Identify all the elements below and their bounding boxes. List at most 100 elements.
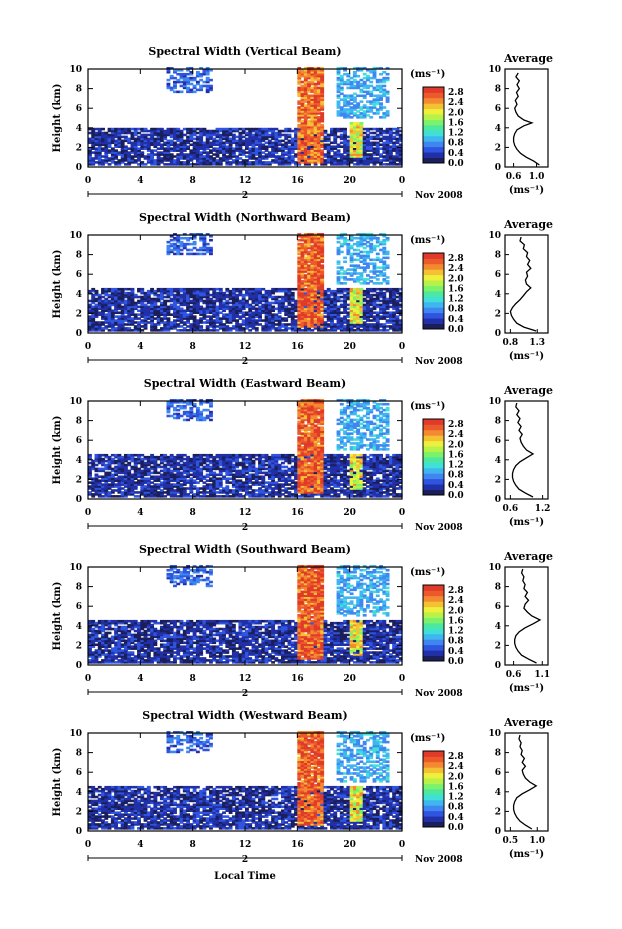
colorbar-swatch [423,146,444,153]
heatmap-cell [140,329,145,332]
average-frame [504,68,549,168]
heatmap-cell [290,287,295,291]
heatmap-cell [150,155,155,158]
heatmap-cell [349,303,354,307]
heatmap-cell [150,319,155,322]
heatmap-cell [271,159,276,162]
heatmap-cell [143,163,148,166]
heatmap-cell [300,323,305,326]
heatmap-cell [156,309,161,313]
heatmap-cell [264,127,269,131]
heatmap-cell [336,86,341,90]
heatmap-cell [277,329,282,332]
heatmap-cell [385,236,390,240]
colorbar-swatch [423,103,444,110]
heatmap-cell [297,102,302,105]
heatmap-cell [303,108,308,111]
heatmap-cell [336,278,341,281]
heatmap-cell [375,143,380,147]
x-tick-label: 0 [85,342,91,352]
heatmap-cell [313,104,318,107]
heatmap-cell [316,301,321,305]
heatmap-cell [277,161,282,164]
heatmap-cell [297,250,302,254]
y-tick-label: 4 [76,290,82,300]
heatmap-cell [231,313,236,316]
heatmap-cell [153,325,158,328]
heatmap-cell [153,307,158,311]
heatmap-cell [127,319,132,322]
heatmap-cell [189,67,194,70]
heatmap-cell [349,295,354,299]
heatmap-cell [159,127,164,131]
heatmap-cell [336,240,341,244]
heatmap-cell [323,311,328,314]
heatmap-cell [359,325,364,328]
heatmap-cell [123,153,128,156]
heatmap-cell [307,141,312,145]
heatmap-cell [218,299,223,303]
panel-title: Spectral Width (Vertical Beam) [148,45,341,58]
heatmap-cell [330,155,334,158]
heatmap-cell [192,143,197,147]
heatmap-cell [195,321,200,324]
heatmap-cell [133,321,138,324]
heatmap-cell [156,295,161,299]
heatmap-cell [349,258,354,262]
heatmap-cell [137,327,141,330]
heatmap-cell [186,252,190,256]
heatmap-cell [398,157,403,160]
heatmap-cell [140,289,145,293]
heatmap-cell [323,327,328,330]
heatmap-cell [320,307,325,311]
heatmap-cell [110,287,115,291]
heatmap-cell [182,80,187,84]
heatmap-cell [271,143,276,147]
heatmap-cell [294,287,298,291]
heatmap-cell [179,321,184,324]
heatmap-cell [313,125,318,129]
heatmap-cell [186,157,190,160]
heatmap-cell [326,315,331,318]
heatmap-cell [173,143,177,147]
heatmap-cell [176,149,181,152]
heatmap-cell [310,291,315,295]
heatmap-cell [215,315,220,318]
heatmap-cell [163,327,168,330]
heatmap-cell [352,309,357,313]
heatmap-cell [110,149,115,152]
heatmap-cell [205,161,210,164]
heatmap-cell [307,252,312,256]
heatmap-cell [166,67,171,70]
heatmap-cell [195,139,200,143]
heatmap-cell [336,135,341,139]
heatmap-cell [274,151,279,154]
heatmap-cell [179,163,184,166]
heatmap-cell [277,159,282,162]
average-x-tick-label: 1.0 [529,172,545,182]
average-y-tick-label: 10 [488,231,501,241]
heatmap-cell [362,90,367,94]
heatmap-cell [339,82,344,86]
heatmap-cell [297,112,302,115]
heatmap-cell [339,319,344,322]
heatmap-cell [245,323,249,326]
heatmap-cell [212,163,217,166]
heatmap-cell [101,133,105,137]
average-y-tick-label: 2 [495,143,501,153]
heatmap-cell [372,161,377,164]
heatmap-cell [352,323,357,326]
heatmap-cell [264,153,269,156]
heatmap-cell [195,301,200,305]
heatmap-cell [258,287,262,291]
heatmap-cell [179,155,184,158]
colorbar-swatch [423,130,444,137]
heatmap-cell [169,297,174,301]
heatmap-cell [101,163,105,166]
heatmap-cell [316,133,321,137]
heatmap-cell [320,321,325,324]
heatmap-cell [182,236,187,240]
heatmap-cell [316,104,321,107]
heatmap-cell [274,295,279,299]
heatmap-cell [313,266,318,269]
